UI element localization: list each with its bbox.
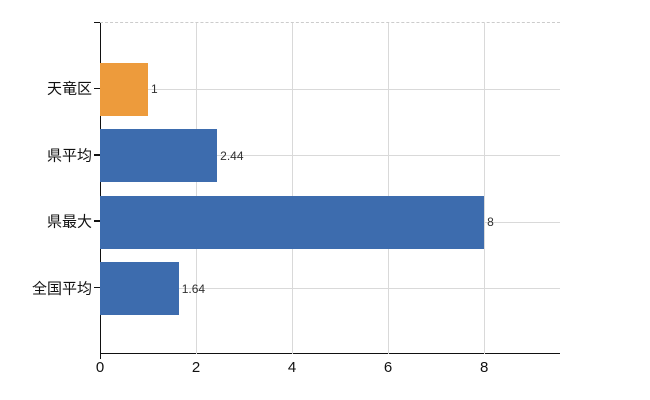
category-gridline bbox=[100, 88, 560, 90]
category-tick bbox=[94, 220, 100, 222]
x-tick-label: 8 bbox=[479, 359, 489, 376]
category-label: 県平均 bbox=[46, 147, 92, 165]
x-gridline bbox=[387, 23, 389, 354]
bar-value-label: 2.44 bbox=[220, 148, 244, 163]
x-tick-label: 2 bbox=[191, 359, 201, 376]
bar-value-label: 1 bbox=[151, 82, 158, 97]
category-tick bbox=[94, 87, 100, 90]
bar bbox=[100, 262, 179, 316]
bar-value-label: 1.64 bbox=[181, 281, 206, 296]
x-gridline bbox=[483, 23, 485, 354]
x-tick-label: 6 bbox=[383, 359, 393, 376]
category-label: 天竜区 bbox=[46, 80, 92, 98]
bar bbox=[100, 62, 149, 116]
x-gridline bbox=[195, 23, 197, 354]
plot-area: 1 2.44 8 1.64 bbox=[100, 22, 560, 354]
x-axis-line bbox=[99, 352, 560, 354]
y-axis-top-tick bbox=[94, 21, 100, 23]
category-gridline bbox=[100, 155, 560, 157]
bar bbox=[100, 195, 485, 249]
category-tick bbox=[94, 286, 100, 289]
category-gridline bbox=[100, 288, 560, 290]
bar bbox=[100, 129, 218, 183]
x-tick-label: 4 bbox=[287, 359, 297, 376]
category-tick bbox=[94, 154, 100, 156]
y-axis-line bbox=[99, 22, 101, 359]
x-gridline bbox=[291, 23, 293, 354]
bar-value-label: 8 bbox=[487, 215, 494, 230]
x-tick-label: 0 bbox=[95, 359, 105, 376]
category-label: 県最大 bbox=[46, 213, 92, 231]
category-label: 全国平均 bbox=[31, 280, 92, 298]
